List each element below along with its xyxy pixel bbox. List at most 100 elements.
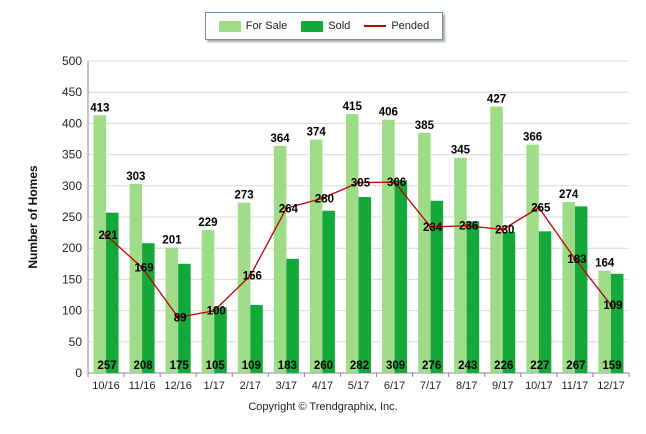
legend-item-for-sale: For Sale — [218, 20, 288, 32]
bar-for-sale — [382, 119, 395, 373]
data-label-pended: 109 — [603, 300, 622, 312]
data-label-pended: 100 — [207, 306, 226, 318]
data-label-for-sale: 274 — [559, 189, 579, 201]
data-label-pended: 89 — [174, 312, 187, 324]
data-label-sold: 175 — [170, 360, 190, 372]
pended-point — [573, 257, 577, 261]
copyright-text: Copyright © Trendgraphix, Inc. — [248, 401, 398, 413]
pended-point — [248, 273, 253, 278]
pended-point — [356, 180, 361, 185]
y-tick-label: 450 — [62, 85, 82, 99]
x-tick-label: 7/17 — [420, 380, 441, 392]
bar-for-sale — [526, 144, 539, 373]
data-label-pended: 221 — [98, 230, 118, 242]
y-tick-label: 150 — [62, 272, 82, 286]
pended-point — [609, 303, 613, 307]
data-label-sold: 276 — [422, 360, 441, 372]
data-label-for-sale: 406 — [379, 107, 398, 119]
y-tick-label: 500 — [62, 54, 82, 68]
bar-sold — [250, 304, 263, 373]
data-label-for-sale: 427 — [487, 94, 506, 106]
data-label-sold: 105 — [206, 360, 226, 372]
data-label-pended: 234 — [423, 222, 443, 234]
data-label-for-sale: 413 — [90, 102, 109, 114]
data-label-pended: 236 — [459, 221, 478, 233]
pended-point — [140, 265, 144, 270]
data-label-pended: 280 — [315, 193, 334, 205]
bar-sold — [502, 231, 516, 373]
bar-sold — [430, 200, 444, 373]
bar-for-sale — [273, 145, 287, 373]
bar-sold — [322, 210, 335, 373]
data-label-pended: 183 — [567, 254, 586, 266]
x-tick-label: 11/17 — [562, 380, 589, 392]
data-label-sold: 159 — [602, 360, 621, 372]
data-label-sold: 309 — [386, 360, 405, 372]
legend-label-for-sale: For Sale — [245, 20, 288, 32]
pended-point — [212, 308, 217, 313]
data-label-pended: 265 — [531, 203, 551, 215]
bar-for-sale — [309, 139, 323, 373]
bar-for-sale — [165, 247, 179, 373]
pended-point — [500, 227, 505, 232]
x-tick-label: 3/17 — [276, 380, 297, 392]
data-label-for-sale: 385 — [415, 120, 435, 132]
data-label-for-sale: 364 — [271, 133, 291, 145]
data-label-pended: 264 — [279, 203, 299, 215]
legend-item-pended: Pended — [364, 20, 429, 32]
for-sale-swatch — [218, 20, 241, 32]
data-label-sold: 282 — [350, 360, 369, 372]
data-label-sold: 183 — [278, 360, 297, 372]
pended-point — [537, 205, 541, 210]
bar-for-sale — [418, 132, 431, 373]
y-tick-label: 350 — [62, 148, 82, 162]
y-axis-label: Number of Homes — [26, 165, 40, 269]
data-label-pended: 306 — [387, 177, 406, 189]
x-tick-label: 8/17 — [456, 380, 477, 392]
x-tick-label: 12/17 — [597, 380, 625, 392]
bar-sold — [106, 212, 119, 373]
data-label-for-sale: 345 — [451, 145, 471, 157]
data-label-for-sale: 374 — [307, 127, 327, 139]
pended-point — [428, 225, 433, 229]
bar-sold — [214, 307, 227, 373]
y-tick-label: 100 — [62, 304, 82, 318]
data-label-pended: 230 — [495, 224, 514, 236]
bar-sold — [574, 206, 588, 373]
data-label-for-sale: 273 — [234, 190, 253, 202]
x-tick-label: 2/17 — [240, 380, 261, 392]
bar-for-sale — [93, 115, 107, 374]
y-tick-label: 50 — [69, 335, 83, 349]
legend-item-sold: Sold — [301, 20, 350, 32]
data-label-sold: 243 — [458, 360, 477, 372]
x-tick-label: 6/17 — [384, 380, 405, 392]
bar-for-sale — [454, 157, 467, 373]
data-label-sold: 227 — [530, 360, 549, 372]
pended-point — [284, 206, 289, 211]
pended-point — [176, 315, 180, 320]
bar-for-sale — [346, 114, 359, 373]
x-tick-label: 10/16 — [92, 380, 120, 392]
x-tick-label: 12/16 — [164, 380, 192, 392]
data-label-sold: 267 — [566, 360, 585, 372]
x-tick-label: 9/17 — [492, 380, 513, 392]
x-tick-label: 4/17 — [312, 380, 333, 392]
x-tick-label: 1/17 — [204, 380, 225, 392]
data-label-sold: 226 — [494, 360, 513, 372]
legend-label-pended: Pended — [391, 20, 430, 32]
y-tick-label: 400 — [62, 116, 82, 130]
bar-for-sale — [129, 183, 143, 373]
bar-sold — [610, 273, 624, 373]
data-label-sold: 208 — [134, 360, 154, 372]
pended-swatch — [364, 25, 387, 27]
bar-for-sale — [201, 230, 215, 373]
x-tick-label: 10/17 — [525, 380, 553, 392]
bar-sold — [178, 263, 191, 373]
bar-for-sale — [237, 202, 251, 373]
data-label-for-sale: 415 — [343, 101, 363, 113]
bar-sold — [538, 231, 552, 373]
data-label-pended: 156 — [243, 271, 262, 283]
pended-point — [104, 233, 108, 237]
data-label-sold: 109 — [242, 360, 261, 372]
